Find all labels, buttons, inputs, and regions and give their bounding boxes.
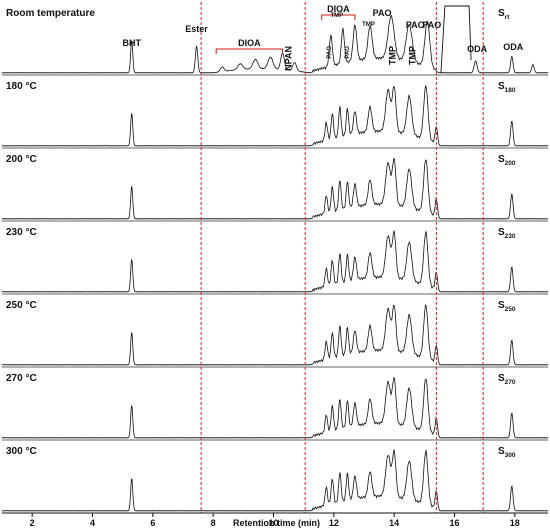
sample-label-0: Srt: [498, 8, 510, 21]
annotation-pao-7: PAO: [345, 46, 351, 59]
panel-title-2: 200 °C: [6, 154, 37, 165]
annotation-tmp-5: TMP: [331, 13, 344, 19]
x-tick-label-6: 6: [150, 518, 155, 528]
annotation-dioa-4: DIOA: [327, 4, 350, 14]
sample-label-3: S230: [498, 227, 516, 240]
annotation-oda-14: ODA: [467, 44, 488, 54]
annotation-oda-15: ODA: [503, 42, 524, 52]
x-tick-label-8: 8: [211, 518, 216, 528]
annotation-tmp-8: TMP: [362, 22, 375, 28]
chromatogram-trace-2: [1, 157, 549, 220]
chromatogram-trace-4: [1, 304, 549, 366]
annotation-npan-3: NPAN: [284, 46, 294, 71]
x-tick-label-12: 12: [329, 518, 339, 528]
annotation-bht-0: BHT: [122, 38, 141, 48]
sample-label-1: S180: [498, 81, 516, 94]
panel-title-4: 250 °C: [6, 300, 37, 311]
annotation-pao-6: PAO: [327, 46, 333, 59]
panel-title-3: 230 °C: [6, 227, 37, 238]
x-axis-label: Retention time (min): [233, 518, 320, 528]
panel-title-6: 300 °C: [6, 446, 37, 457]
chromatogram-trace-6: [1, 448, 549, 512]
x-tick-label-4: 4: [90, 518, 95, 528]
sample-label-6: S300: [498, 446, 516, 459]
panel-title-1: 180 °C: [6, 81, 37, 92]
panel-title-5: 270 °C: [6, 373, 37, 384]
sample-label-4: S250: [498, 300, 516, 313]
chromatogram-trace-3: [2, 229, 549, 293]
annotation-pao-12: PAO: [406, 20, 425, 30]
x-tick-label-2: 2: [30, 518, 35, 528]
sample-label-2: S200: [498, 154, 516, 167]
overloaded-peak: [440, 5, 472, 74]
sample-label-5: S270: [498, 373, 516, 386]
annotation-tmp-11: TMP: [407, 46, 417, 65]
chromatogram-trace-0: [1, 14, 549, 74]
annotation-pao-9: PAO: [373, 8, 392, 18]
chromatogram-trace-1: [1, 85, 549, 147]
annotation-bracket-4: [321, 14, 356, 20]
x-tick-label-14: 14: [389, 518, 399, 528]
annotation-tmp-10: TMP: [388, 46, 398, 65]
annotation-pao-13: PAO: [422, 20, 441, 30]
annotation-dioa-2: DIOA: [238, 38, 261, 48]
annotation-ester-1: Ester: [185, 24, 208, 34]
x-tick-label-16: 16: [449, 518, 459, 528]
x-tick-label-10: 10: [268, 518, 278, 528]
x-tick-label-18: 18: [510, 518, 520, 528]
annotation-bracket-2: [215, 48, 284, 54]
panel-title-0: Room temperature: [6, 8, 95, 19]
chromatogram-trace-5: [1, 376, 549, 439]
